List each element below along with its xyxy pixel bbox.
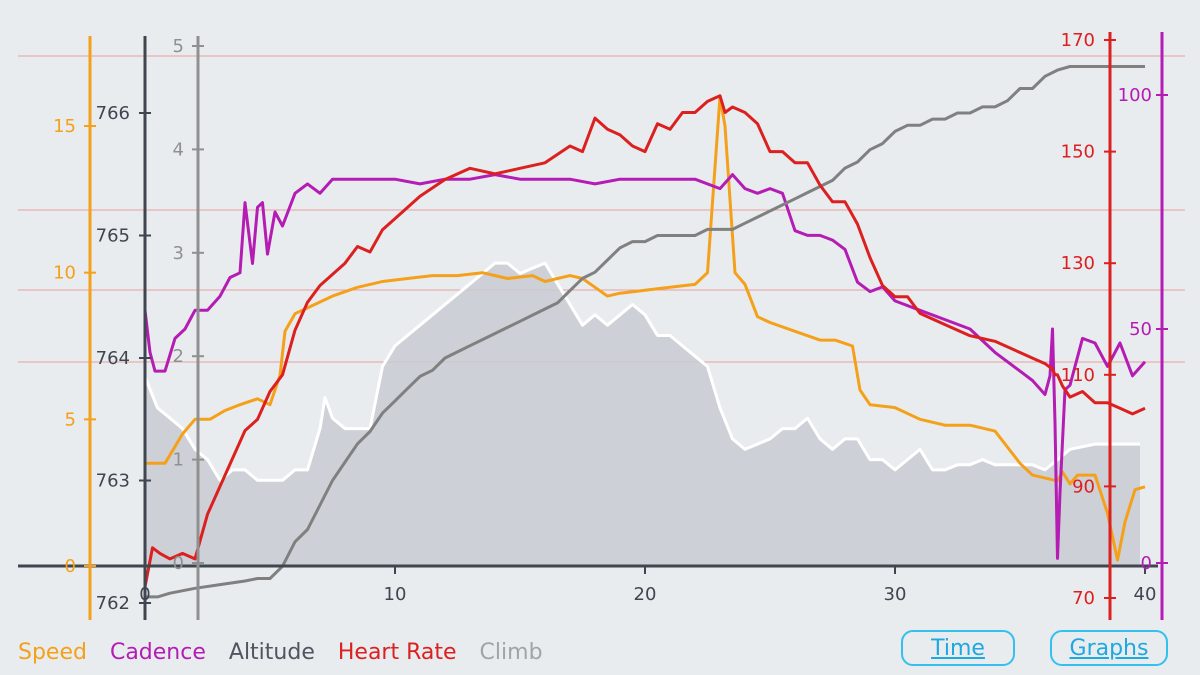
speed-tick-label: 10: [53, 263, 76, 284]
legend: Speed Cadence Altitude Heart Rate Climb: [18, 640, 559, 665]
axes: 0 10 20 30 40 0 5 10 15 762 763 764 765 766 0 1 2 3 4 5 70 90…: [18, 30, 1168, 620]
x-tick-label: 10: [384, 584, 407, 605]
altitude-tick-label: 765: [96, 226, 130, 247]
graphs-button[interactable]: Graphs: [1050, 630, 1168, 666]
climb-tick-label: 4: [173, 139, 184, 160]
climb-tick-label: 2: [173, 346, 184, 367]
speed-tick-label: 0: [65, 556, 76, 577]
climb-tick-label: 5: [173, 36, 184, 57]
altitude-tick-label: 764: [96, 348, 130, 369]
legend-climb: Climb: [479, 640, 543, 665]
speed-line: [145, 95, 1146, 562]
legend-heart-rate: Heart Rate: [337, 640, 457, 665]
cadence-tick-label: 50: [1129, 319, 1152, 340]
lines: [143, 65, 1147, 599]
cadence-tick-label: 100: [1118, 85, 1152, 106]
time-button[interactable]: Time: [901, 630, 1015, 666]
climb-tick-label: 1: [173, 450, 184, 471]
altitude-tick-label: 763: [96, 471, 130, 492]
speed-tick-label: 5: [65, 409, 76, 430]
speed-tick-label: 15: [53, 116, 76, 137]
heart-rate-tick-label: 150: [1061, 142, 1095, 163]
altitude-tick-label: 762: [96, 593, 130, 614]
climb-line: [143, 261, 1140, 482]
cadence-tick-label: 0: [1141, 553, 1152, 574]
heart-rate-tick-label: 70: [1072, 588, 1095, 609]
climb-tick-label: 0: [173, 553, 184, 574]
altitude-line: [145, 65, 1145, 599]
heart-rate-tick-label: 170: [1061, 30, 1095, 51]
heart-rate-tick-label: 90: [1072, 476, 1095, 497]
altitude-tick-label: 766: [96, 103, 130, 124]
heart-rate-line: [143, 94, 1146, 588]
x-tick-label: 30: [884, 584, 907, 605]
legend-altitude: Altitude: [228, 640, 315, 665]
heart-rate-tick-label: 130: [1061, 253, 1095, 274]
climb-area: [145, 263, 1140, 566]
legend-speed: Speed: [18, 640, 87, 665]
x-tick-label: 20: [634, 584, 657, 605]
legend-cadence: Cadence: [109, 640, 206, 665]
x-tick-label: 40: [1134, 584, 1157, 605]
climb-tick-label: 3: [173, 243, 184, 264]
heart-rate-tick-label: 110: [1061, 365, 1095, 386]
fills: [143, 261, 1140, 566]
